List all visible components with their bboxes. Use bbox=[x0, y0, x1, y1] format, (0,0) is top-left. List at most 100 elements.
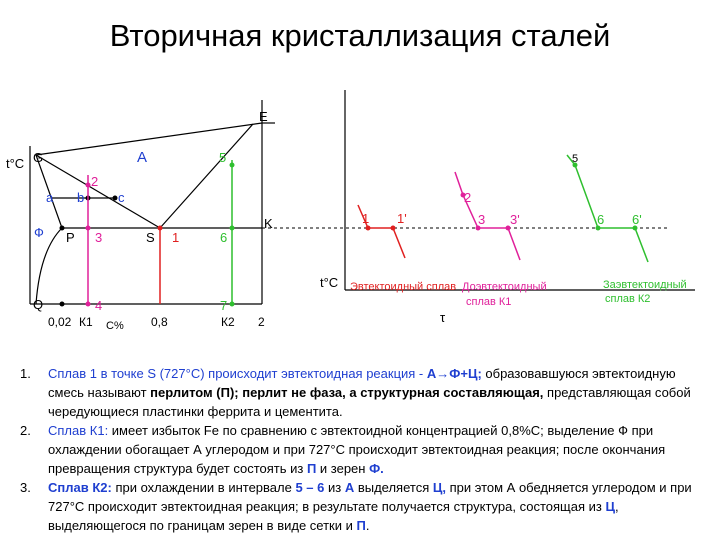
curve-label-3p: 3' bbox=[510, 212, 520, 227]
caption-hypoeutectoid-line2: сплав К1 bbox=[466, 296, 511, 308]
curve-label-6: 6 bbox=[597, 212, 604, 227]
label-phi: Ф bbox=[34, 225, 44, 240]
line-es bbox=[159, 123, 254, 229]
label-g: G bbox=[33, 150, 43, 165]
note-3: 3. Сплав К2: при охлаждении в интервале … bbox=[20, 478, 710, 535]
label-a-phase: A bbox=[137, 149, 147, 166]
note-part: имеет избыток Fe по сравнению с эвтектои… bbox=[48, 423, 666, 476]
note-1: 1. Сплав 1 в точке S (727°С) происходит … bbox=[20, 364, 710, 421]
label-k: K bbox=[264, 216, 273, 231]
curve-eutectoid-point-1p bbox=[390, 225, 396, 231]
curve-eutectoid bbox=[357, 204, 406, 259]
label-point-1: 1 bbox=[172, 230, 179, 245]
line-gp bbox=[35, 154, 63, 229]
note-part: , выделяющегося по границам зерен в виде… bbox=[48, 499, 619, 533]
tick-2: 2 bbox=[258, 315, 265, 329]
k1-point-4-marker bbox=[85, 301, 91, 307]
point-q-marker bbox=[59, 301, 65, 307]
note-part: Ц bbox=[605, 499, 615, 514]
note-part: выделяется bbox=[354, 480, 433, 495]
curve-hypereutectoid bbox=[566, 154, 649, 263]
note-text: Сплав К1: имеет избыток Fe по сравнению … bbox=[48, 423, 665, 476]
cooling-curves: t°C τ 1 1' 2 3 3' 5 6 6' Эвтектоидный сп… bbox=[262, 90, 695, 325]
point-c-marker bbox=[112, 195, 118, 201]
note-part: Сплав К2: bbox=[48, 480, 112, 495]
note-part: П bbox=[306, 461, 317, 476]
note-number: 1. bbox=[20, 366, 31, 381]
label-b: b bbox=[77, 190, 84, 205]
note-part: Ф. bbox=[369, 461, 384, 476]
note-number: 2. bbox=[20, 423, 31, 438]
note-number: 3. bbox=[20, 480, 31, 495]
label-e: E bbox=[259, 109, 268, 124]
note-text: Сплав 1 в точке S (727°С) происходит эвт… bbox=[48, 366, 691, 419]
phase-diagram-and-cooling-curves: E A G t°C a b c Ф P S K Q 2 3 4 1 5 6 7 … bbox=[6, 90, 695, 332]
label-point-5: 5 bbox=[219, 150, 226, 165]
tick-08: 0,8 bbox=[151, 315, 168, 329]
curve-label-6p: 6' bbox=[632, 212, 642, 227]
tick-k1: К1 bbox=[79, 315, 93, 329]
note-part: перлитом (П); перлит не фаза, а структур… bbox=[150, 385, 544, 400]
y-axis-label: t°C bbox=[6, 156, 24, 171]
curve-hyper-point-6p bbox=[632, 225, 638, 231]
caption-hypereutectoid-line1: Заэвтектоидный bbox=[603, 279, 687, 291]
note-part: Ц, bbox=[432, 480, 446, 495]
slide-title: Вторичная кристаллизация сталей bbox=[109, 18, 611, 53]
label-p: P bbox=[66, 230, 75, 245]
label-point-2: 2 bbox=[91, 174, 98, 189]
curve-hyper-point-6 bbox=[595, 225, 601, 231]
k1-point-2-marker bbox=[85, 182, 91, 188]
note-part: А bbox=[344, 480, 355, 495]
label-point-6: 6 bbox=[220, 230, 227, 245]
curve-label-5: 5 bbox=[572, 153, 578, 165]
explanation-list: 1. Сплав 1 в точке S (727°С) происходит … bbox=[20, 364, 710, 535]
line-ge bbox=[35, 122, 263, 156]
curve-hyper-point-5 bbox=[572, 162, 578, 168]
tick-002: 0,02 bbox=[48, 315, 72, 329]
curve-hypo-point-3 bbox=[475, 225, 481, 231]
note-part: 5 – 6 bbox=[295, 480, 325, 495]
note-part: образовавшуюся эвтектоидную смесь называ… bbox=[48, 366, 676, 400]
tick-k2: К2 bbox=[221, 315, 235, 329]
phase-diagram: E A G t°C a b c Ф P S K Q 2 3 4 1 5 6 7 … bbox=[6, 100, 275, 332]
curves-y-axis-label: t°C bbox=[320, 275, 338, 290]
curve-label-2: 2 bbox=[464, 190, 471, 205]
line-pq bbox=[35, 227, 63, 305]
curve-eutectoid-point-1 bbox=[365, 225, 371, 231]
note-part: Сплав К1: bbox=[48, 423, 109, 438]
label-q: Q bbox=[33, 297, 43, 312]
line-gs bbox=[35, 154, 161, 229]
caption-eutectoid: Эвтектоидный сплав bbox=[350, 281, 456, 293]
note-text: Сплав К2: при охлаждении в интервале 5 –… bbox=[48, 480, 692, 533]
note-2: 2. Сплав К1: имеет избыток Fe по сравнен… bbox=[20, 421, 710, 478]
label-s: S bbox=[146, 230, 155, 245]
caption-hypoeutectoid-line1: Доэвтектоидный bbox=[462, 281, 547, 293]
note-part: при охлаждении в интервале bbox=[111, 480, 296, 495]
note-part: при этом А обедняется углеродом и при 72… bbox=[48, 480, 692, 514]
label-point-3: 3 bbox=[95, 230, 102, 245]
curve-label-3: 3 bbox=[478, 212, 485, 227]
note-part: и зерен bbox=[316, 461, 370, 476]
note-part: представляющая собой чередующиеся пласти… bbox=[48, 385, 691, 419]
note-part: П bbox=[356, 518, 366, 533]
x-axis-unit: C% bbox=[106, 320, 124, 332]
note-part: Сплав 1 в точке S (727°С) происходит эвт… bbox=[48, 366, 427, 381]
label-point-4: 4 bbox=[95, 298, 102, 313]
note-part: из bbox=[324, 480, 345, 495]
curve-label-1p: 1' bbox=[397, 211, 407, 226]
caption-hypereutectoid-line2: сплав К2 bbox=[605, 293, 650, 305]
curves-x-axis-label: τ bbox=[440, 310, 446, 325]
curve-hypo-point-3p bbox=[505, 225, 511, 231]
label-c: c bbox=[118, 190, 125, 205]
label-point-7: 7 bbox=[220, 298, 227, 313]
k2-point-5-marker bbox=[229, 162, 235, 168]
k2-point-7-marker bbox=[229, 301, 235, 307]
k1-point-3-marker bbox=[85, 225, 91, 231]
k2-point-6-marker bbox=[229, 225, 235, 231]
label-a: a bbox=[46, 190, 54, 205]
point-s-marker bbox=[157, 225, 163, 231]
curve-label-1: 1 bbox=[362, 211, 369, 226]
curve-hypo-point-2 bbox=[460, 192, 466, 198]
note-part: . bbox=[365, 518, 370, 533]
note-part: А→Ф+Ц; bbox=[426, 366, 482, 381]
